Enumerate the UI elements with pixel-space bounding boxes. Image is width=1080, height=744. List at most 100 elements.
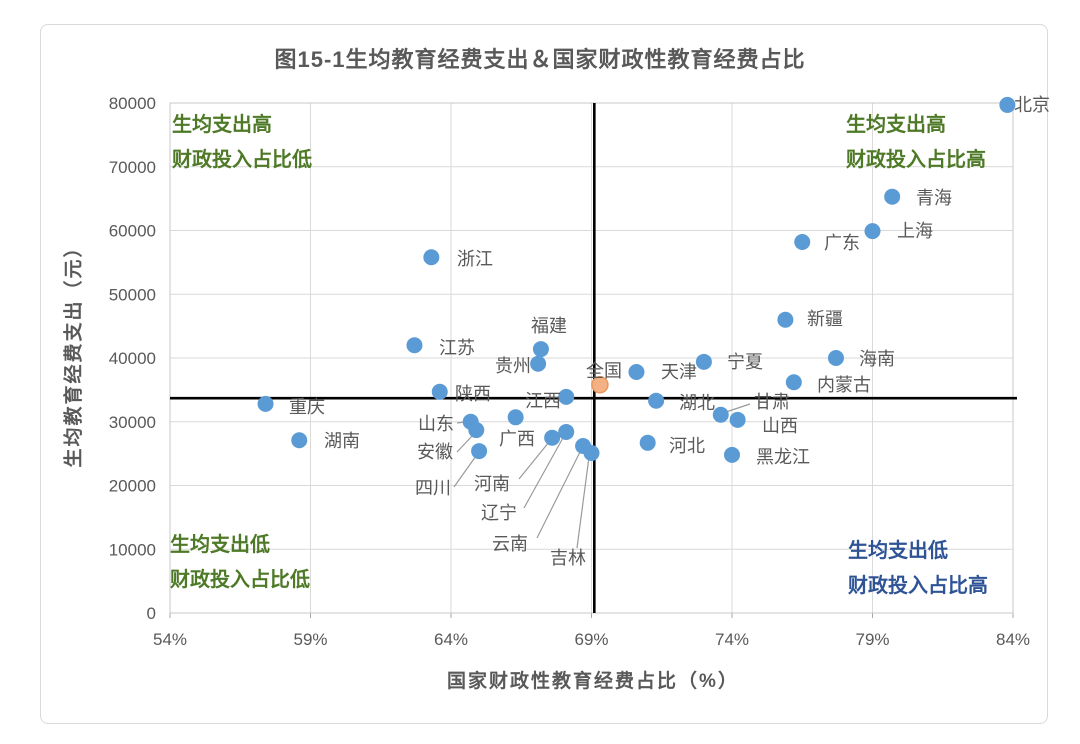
data-point (468, 422, 485, 439)
point-label: 广东 (824, 233, 860, 253)
data-point (530, 355, 547, 372)
y-tick-label: 40000 (109, 349, 156, 368)
y-tick-label: 20000 (109, 477, 156, 496)
data-point (999, 96, 1016, 113)
data-point (471, 443, 488, 460)
y-tick-label: 70000 (109, 158, 156, 177)
point-label: 山西 (762, 416, 798, 436)
point-label: 黑龙江 (756, 447, 810, 467)
leader-lines (453, 403, 751, 549)
point-label: 重庆 (289, 397, 325, 417)
point-label: 吉林 (550, 548, 586, 568)
leader-line (453, 455, 477, 488)
y-tick-label: 50000 (109, 285, 156, 304)
data-point (777, 311, 794, 328)
point-label: 贵州 (495, 356, 531, 376)
x-tick-label: 64% (434, 630, 468, 649)
data-point (532, 341, 549, 358)
quadrant-line: 生均支出高 (846, 114, 946, 136)
quadrant-line: 财政投入占比高 (848, 575, 988, 597)
point-label: 全国 (586, 361, 622, 381)
data-point-national (591, 376, 609, 394)
x-tick-label: 59% (293, 630, 327, 649)
y-tick-label: 60000 (109, 222, 156, 241)
x-tick-label: 69% (574, 630, 608, 649)
point-label: 宁夏 (727, 352, 763, 372)
data-point (628, 364, 645, 381)
point-label: 海南 (859, 349, 895, 369)
data-point (785, 374, 802, 391)
leader-line (523, 435, 565, 509)
data-point (507, 409, 524, 426)
data-points (257, 96, 1016, 463)
point-label: 云南 (492, 534, 528, 554)
point-label: 山东 (418, 414, 454, 434)
quadrant-label-bottom-right: 生均支出低 财政投入占比高 (848, 534, 988, 604)
point-label: 安徽 (417, 442, 453, 462)
data-point (827, 350, 844, 366)
quadrant-label-bottom-left: 生均支出低 财政投入占比低 (170, 528, 310, 598)
data-point (257, 395, 274, 412)
y-tick-label: 10000 (109, 540, 156, 559)
y-tick-label: 80000 (109, 94, 156, 113)
data-point (729, 411, 746, 428)
point-label: 河南 (474, 474, 510, 494)
leader-line (518, 441, 550, 480)
x-tick-label: 74% (715, 630, 749, 649)
chart-title: 图15-1生均教育经费支出＆国家财政性教育经费占比 (274, 47, 806, 72)
data-point (423, 249, 440, 266)
data-point (724, 446, 740, 463)
point-label: 上海 (897, 221, 933, 241)
data-point (544, 429, 561, 446)
point-label: 江西 (525, 391, 561, 411)
leader-line (725, 403, 751, 413)
quadrant-line: 生均支出低 (170, 534, 270, 556)
figure-border (40, 24, 1048, 724)
quadrant-line: 生均支出低 (848, 540, 948, 562)
point-label: 福建 (531, 316, 567, 336)
quadrant-line: 生均支出高 (172, 114, 272, 136)
data-point (695, 353, 712, 370)
data-point (884, 188, 901, 205)
point-label: 青海 (916, 188, 952, 208)
data-point (558, 423, 575, 440)
point-label: 北京 (1014, 95, 1050, 115)
data-point (558, 388, 575, 405)
point-label: 四川 (415, 478, 451, 498)
point-label: 新疆 (807, 309, 843, 329)
point-label: 甘肃 (754, 392, 790, 412)
point-label: 陕西 (455, 384, 491, 404)
x-tick-label: 79% (855, 630, 889, 649)
leader-line (456, 433, 475, 453)
data-point (406, 337, 423, 354)
y-tick-label: 30000 (109, 413, 156, 432)
x-tick-label: 54% (153, 630, 187, 649)
point-label: 天津 (661, 362, 697, 382)
point-label: 内蒙古 (817, 375, 871, 395)
data-point (794, 233, 811, 250)
leader-line (536, 449, 582, 539)
quadrant-label-top-right: 生均支出高 财政投入占比高 (846, 108, 986, 178)
plot-border (169, 102, 1014, 614)
point-label: 浙江 (457, 249, 493, 269)
quadrant-line: 财政投入占比低 (172, 149, 312, 171)
data-point (431, 383, 448, 400)
data-point (639, 434, 656, 451)
x-axis-title: 国家财政性教育经费占比（%） (447, 671, 739, 692)
leader-line (576, 456, 590, 549)
data-point (583, 444, 600, 461)
data-point (648, 392, 665, 409)
quadrant-line: 财政投入占比低 (170, 569, 310, 591)
quadrant-line: 财政投入占比高 (846, 149, 986, 171)
y-tick-label: 0 (147, 604, 156, 623)
point-label: 辽宁 (481, 503, 517, 523)
quadrant-label-top-left: 生均支出高 财政投入占比低 (172, 108, 312, 178)
point-label: 河北 (669, 436, 705, 456)
point-label: 湖北 (679, 393, 715, 413)
data-point (864, 223, 881, 240)
point-label: 广西 (499, 429, 535, 449)
point-label: 江苏 (439, 338, 475, 358)
